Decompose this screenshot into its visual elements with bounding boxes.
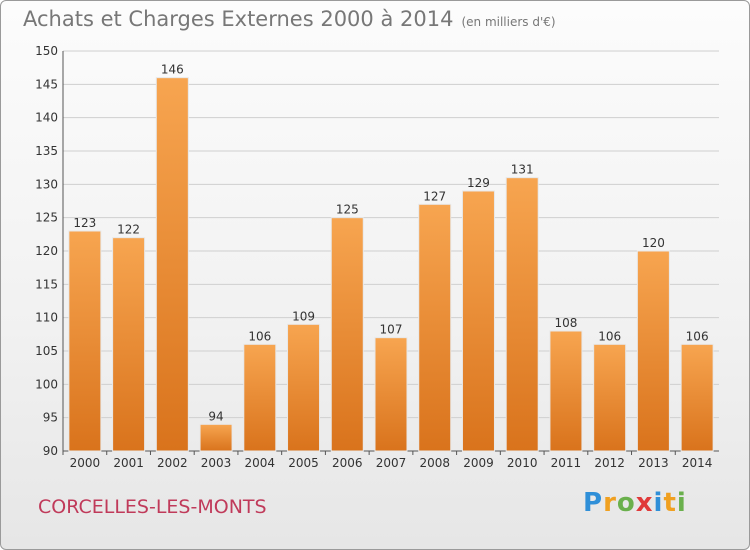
bar bbox=[155, 77, 189, 452]
data-label: 106 bbox=[686, 329, 709, 343]
label-layer: 90 95 100 105 110 115 120 125 130 135 140 145 150 123… bbox=[35, 44, 712, 470]
bar bbox=[418, 203, 452, 452]
bar bbox=[636, 250, 670, 452]
data-label: 131 bbox=[511, 163, 534, 177]
y-tick-label: 115 bbox=[35, 277, 58, 291]
x-tick-label: 2006 bbox=[332, 456, 363, 470]
logo-letter: x bbox=[635, 488, 654, 518]
bar bbox=[374, 337, 408, 452]
y-tick-label: 110 bbox=[35, 311, 58, 325]
x-tick-label: 2014 bbox=[682, 456, 713, 470]
data-label: 127 bbox=[423, 189, 446, 203]
x-tick-label: 2013 bbox=[638, 456, 669, 470]
bar bbox=[68, 230, 102, 452]
y-tick-label: 135 bbox=[35, 144, 58, 158]
bar bbox=[199, 423, 233, 452]
x-tick-label: 2010 bbox=[507, 456, 538, 470]
bar bbox=[505, 177, 539, 452]
bar bbox=[549, 330, 583, 452]
y-tick-label: 95 bbox=[43, 411, 58, 425]
x-tick-label: 2005 bbox=[288, 456, 319, 470]
title-text: Achats et Charges Externes 2000 à 2014 bbox=[23, 7, 454, 31]
x-tick-label: 2007 bbox=[376, 456, 407, 470]
data-label: 106 bbox=[598, 329, 621, 343]
x-tick-label: 2008 bbox=[419, 456, 450, 470]
logo-letter: i bbox=[676, 488, 687, 518]
x-tick-label: 2009 bbox=[463, 456, 494, 470]
data-label: 129 bbox=[467, 176, 490, 190]
y-tick-label: 125 bbox=[35, 211, 58, 225]
chart-subtitle: (en milliers d'€) bbox=[461, 15, 556, 29]
x-tick-label: 2003 bbox=[201, 456, 232, 470]
data-label: 125 bbox=[336, 203, 359, 217]
x-tick-label: 2012 bbox=[594, 456, 625, 470]
logo-letter: P bbox=[583, 488, 604, 518]
x-tick-label: 2011 bbox=[551, 456, 582, 470]
data-label: 120 bbox=[642, 236, 665, 250]
x-tick-label: 2000 bbox=[70, 456, 101, 470]
data-label: 106 bbox=[248, 329, 271, 343]
bar bbox=[461, 190, 495, 452]
city-name: CORCELLES-LES-MONTS bbox=[38, 496, 267, 518]
x-tick-label: 2004 bbox=[245, 456, 276, 470]
logo-letter: i bbox=[653, 488, 664, 518]
data-label: 94 bbox=[208, 409, 223, 423]
y-tick-label: 150 bbox=[35, 44, 58, 58]
data-label: 109 bbox=[292, 309, 315, 323]
bar bbox=[680, 343, 714, 452]
bar-layer bbox=[68, 77, 714, 452]
proxiti-logo: Proxiti bbox=[583, 488, 687, 518]
y-tick-label: 145 bbox=[35, 77, 58, 91]
data-label: 123 bbox=[73, 216, 96, 230]
y-tick-label: 105 bbox=[35, 344, 58, 358]
data-label: 146 bbox=[161, 63, 184, 77]
data-label: 122 bbox=[117, 223, 140, 237]
y-tick-label: 130 bbox=[35, 177, 58, 191]
bar bbox=[243, 343, 277, 452]
chart-title: Achats et Charges Externes 2000 à 2014 (e… bbox=[23, 7, 556, 31]
y-tick-label: 90 bbox=[43, 444, 58, 458]
y-tick-label: 140 bbox=[35, 111, 58, 125]
y-tick-label: 100 bbox=[35, 377, 58, 391]
logo-letter: t bbox=[663, 488, 677, 518]
y-tick-label: 120 bbox=[35, 244, 58, 258]
bar bbox=[112, 237, 146, 452]
x-tick-label: 2002 bbox=[157, 456, 188, 470]
bar bbox=[593, 343, 627, 452]
logo-letter: o bbox=[616, 488, 636, 518]
data-label: 107 bbox=[380, 323, 403, 337]
x-tick-label: 2001 bbox=[113, 456, 144, 470]
logo-letter: r bbox=[603, 488, 617, 518]
bar bbox=[287, 323, 321, 452]
bar bbox=[330, 217, 364, 452]
data-label: 108 bbox=[554, 316, 577, 330]
